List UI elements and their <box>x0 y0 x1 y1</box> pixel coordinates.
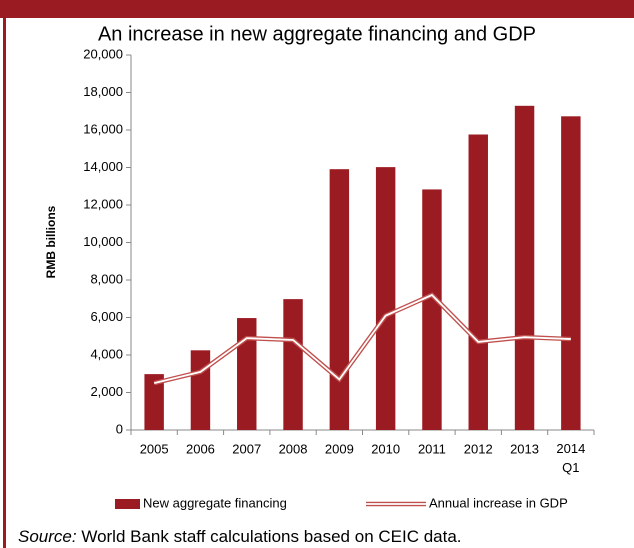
y-tick-label: 8,000 <box>90 271 123 286</box>
bar <box>237 318 257 430</box>
y-tick-label: 18,000 <box>83 84 123 99</box>
x-tick-label: 2013 <box>510 441 539 456</box>
y-tick-label: 20,000 <box>83 46 123 61</box>
header-bar <box>0 0 634 18</box>
line-inner <box>153 293 571 384</box>
x-tick-label: 2007 <box>232 441 261 456</box>
x-tick-label: 2008 <box>279 441 308 456</box>
y-tick-label: 6,000 <box>90 309 123 324</box>
y-tick-label: 12,000 <box>83 196 123 211</box>
bar <box>329 169 350 430</box>
legend-swatch <box>115 499 140 509</box>
y-tick-label: 4,000 <box>90 346 123 361</box>
source-text: World Bank staff calculations based on C… <box>81 527 461 546</box>
source-label: Source: <box>18 527 77 546</box>
legend-label: New aggregate financing <box>143 495 287 510</box>
chart-title: An increase in new aggregate financing a… <box>98 23 536 45</box>
y-tick-label: 2,000 <box>90 384 123 399</box>
left-border <box>3 0 6 548</box>
bar <box>190 350 211 430</box>
x-tick-label: 2005 <box>140 441 169 456</box>
x-tick-label: 2010 <box>371 441 400 456</box>
bar <box>375 167 396 430</box>
bar <box>422 189 442 430</box>
bar <box>144 374 164 430</box>
legend-label: Annual increase in GDP <box>429 495 568 510</box>
bar <box>561 116 581 430</box>
bar <box>468 134 488 430</box>
bar <box>283 299 303 430</box>
x-tick-label: 2012 <box>464 441 493 456</box>
x-tick-label: 2011 <box>418 441 446 456</box>
x-tick-label: 2006 <box>186 441 215 456</box>
source-note: Source: World Bank staff calculations ba… <box>18 527 462 546</box>
x-tick-label: 2009 <box>325 441 354 456</box>
y-tick-label: 14,000 <box>83 159 123 174</box>
bar <box>514 105 535 430</box>
x-tick-label: 2014 Q1 <box>556 441 585 475</box>
y-tick-label: 10,000 <box>83 234 123 249</box>
y-tick-label: 16,000 <box>83 121 123 136</box>
y-tick-label: 0 <box>116 421 123 436</box>
y-axis-label: RMB billions <box>44 205 58 278</box>
